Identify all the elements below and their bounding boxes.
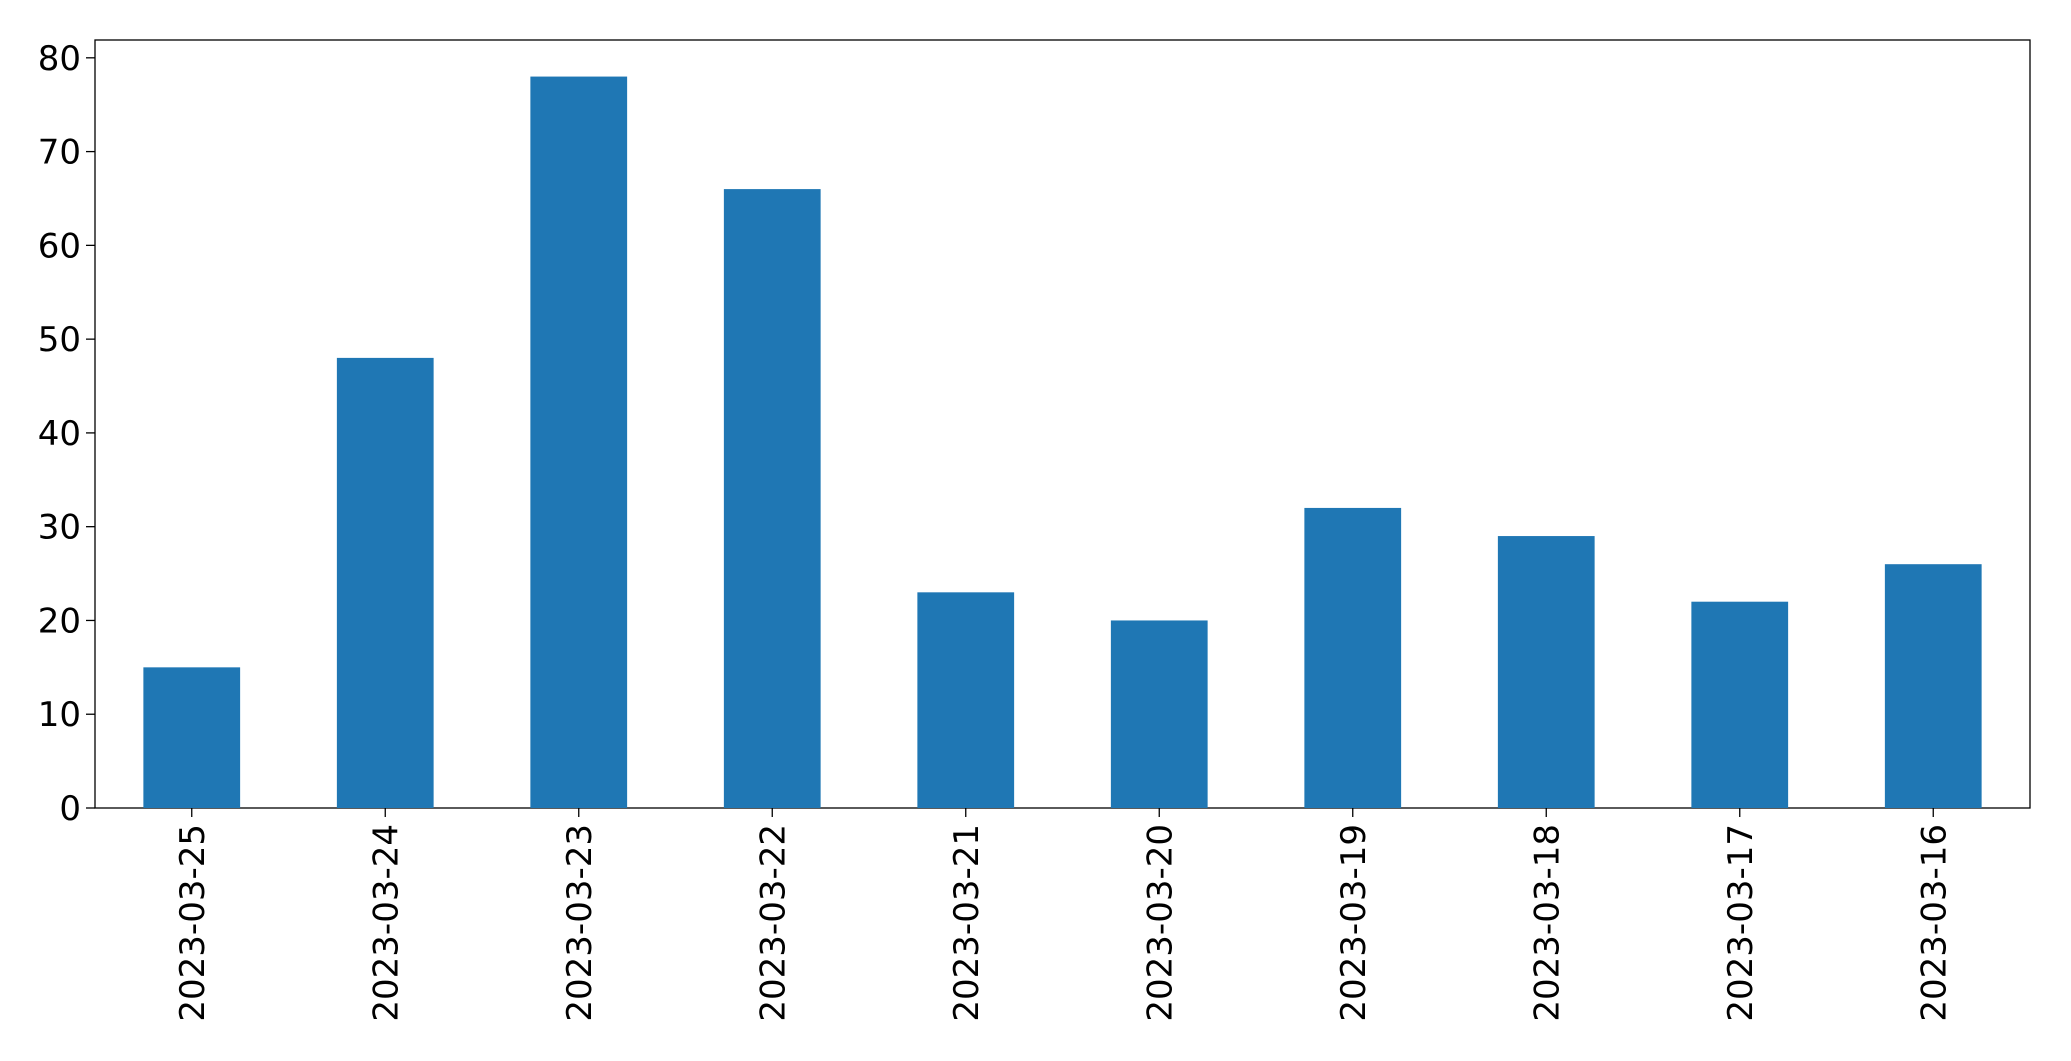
y-tick-label: 20 [38,601,81,641]
bar [1304,507,1402,808]
bar [143,667,241,808]
bar [1691,601,1789,808]
x-tick-label: 2023-03-24 [366,824,406,1022]
bar [1884,564,1982,808]
bar [336,357,434,808]
x-tick-label: 2023-03-17 [1721,824,1761,1022]
y-tick-label: 80 [38,39,81,79]
y-tick-label: 0 [59,789,81,829]
x-tick-label: 2023-03-23 [560,824,600,1022]
bar [917,592,1015,808]
x-tick-label: 2023-03-18 [1527,824,1567,1022]
bar [530,76,628,809]
x-tick-label: 2023-03-21 [947,824,987,1022]
y-tick-label: 60 [38,226,81,266]
x-tick-label: 2023-03-22 [753,824,793,1022]
bar [1110,620,1208,808]
bar [1497,536,1595,808]
y-tick-label: 40 [38,414,81,454]
bar [723,189,821,809]
x-tick-label: 2023-03-20 [1140,824,1180,1022]
x-tick-label: 2023-03-16 [1914,824,1954,1022]
y-tick-label: 50 [38,320,81,360]
x-tick-label: 2023-03-19 [1334,824,1374,1022]
plot-frame [94,39,2031,809]
x-tick-label: 2023-03-25 [173,824,213,1022]
y-tick-label: 30 [38,508,81,548]
y-tick-label: 10 [38,695,81,735]
y-tick-label: 70 [38,133,81,173]
